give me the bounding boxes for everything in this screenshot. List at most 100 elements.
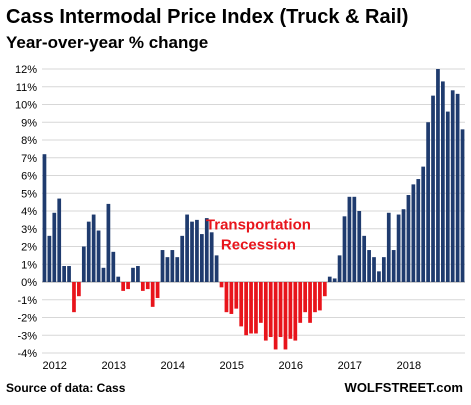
x-tick-label: 2013 [101, 360, 125, 372]
x-tick-label: 2018 [397, 360, 421, 372]
x-axis-tick-labels: 2012 2013 2014 2015 2016 2017 2018 [42, 360, 421, 372]
y-axis-tick-labels: 12% 11% 10% 9% 8% 7% 6% 5% 4% 3% 2% 1% 0% -1% -2% -3% -4… [15, 64, 37, 360]
bar [293, 282, 298, 341]
bars [42, 69, 465, 350]
bar [259, 282, 263, 323]
x-tick-label: 2012 [42, 360, 66, 372]
bar [278, 282, 283, 338]
bar [219, 282, 224, 288]
bar [77, 282, 81, 297]
bar [352, 196, 357, 282]
y-tick-label: -4% [17, 348, 37, 360]
bar [401, 209, 406, 282]
x-tick-label: 2017 [338, 360, 362, 372]
bar [254, 282, 258, 334]
bar [91, 214, 96, 282]
bar [436, 69, 440, 282]
bar [460, 129, 465, 282]
y-tick-label: 7% [21, 153, 37, 165]
bar [288, 282, 293, 339]
y-tick-label: 10% [15, 100, 37, 112]
bar [411, 184, 416, 283]
y-tick-label: 3% [21, 224, 37, 236]
bar [200, 234, 204, 282]
bar [47, 235, 52, 282]
bar [62, 266, 66, 282]
y-tick-label: 5% [21, 188, 37, 200]
bar [239, 282, 244, 327]
bar [145, 282, 150, 290]
bar [126, 282, 130, 290]
y-tick-label: 1% [21, 259, 37, 271]
bar [450, 90, 455, 282]
bar [165, 257, 170, 282]
bar [57, 198, 62, 282]
y-tick-label: 9% [21, 117, 37, 129]
bar [372, 257, 376, 282]
bar [160, 250, 165, 282]
bar [185, 214, 189, 282]
bar [214, 255, 219, 283]
bar [347, 196, 352, 282]
bar [155, 282, 160, 298]
bar [170, 250, 175, 282]
bar [175, 257, 180, 282]
gridlines [42, 68, 465, 354]
bar [209, 232, 214, 282]
bar [332, 278, 337, 282]
bar [337, 255, 342, 283]
bar [86, 221, 91, 282]
y-tick-label: 2% [21, 242, 37, 254]
bar [263, 282, 268, 341]
bar [426, 122, 430, 282]
bar [273, 282, 278, 350]
bar [362, 235, 367, 282]
bar [445, 111, 450, 282]
bar [367, 250, 371, 282]
bar [386, 212, 391, 282]
bar [52, 212, 57, 282]
bar [180, 235, 185, 282]
bar [421, 166, 426, 283]
bar [431, 95, 435, 283]
bar [322, 282, 327, 297]
bar [268, 282, 273, 338]
bar [298, 282, 303, 323]
bar [244, 282, 248, 336]
bar [377, 271, 381, 282]
bar [81, 246, 86, 282]
y-tick-label: 6% [21, 171, 37, 183]
bar [391, 250, 396, 282]
bar [150, 282, 155, 307]
bar [406, 195, 411, 282]
bar [313, 282, 317, 313]
bar [224, 282, 229, 313]
bar [303, 282, 308, 313]
bar [190, 221, 194, 282]
bar [396, 214, 401, 282]
x-tick-label: 2016 [279, 360, 303, 372]
bar [327, 276, 332, 282]
bar [441, 81, 445, 282]
source-note: Source of data: Cass [6, 381, 126, 395]
y-tick-label: 11% [16, 82, 37, 94]
bar [72, 282, 76, 313]
bar [131, 267, 135, 282]
y-tick-label: -2% [17, 313, 37, 325]
bar [229, 282, 234, 314]
bar [121, 282, 126, 291]
y-tick-label: -1% [17, 295, 37, 307]
bar [136, 266, 140, 282]
bar [42, 154, 47, 282]
bar [67, 266, 71, 282]
bar [111, 251, 116, 282]
y-tick-label: 0% [21, 277, 37, 289]
bar [106, 203, 111, 282]
x-tick-label: 2014 [161, 360, 185, 372]
bar [455, 93, 460, 282]
bar [116, 276, 121, 282]
bar [318, 282, 322, 311]
chart-title: Cass Intermodal Price Index (Truck & Rai… [6, 6, 409, 28]
bar [195, 219, 199, 283]
